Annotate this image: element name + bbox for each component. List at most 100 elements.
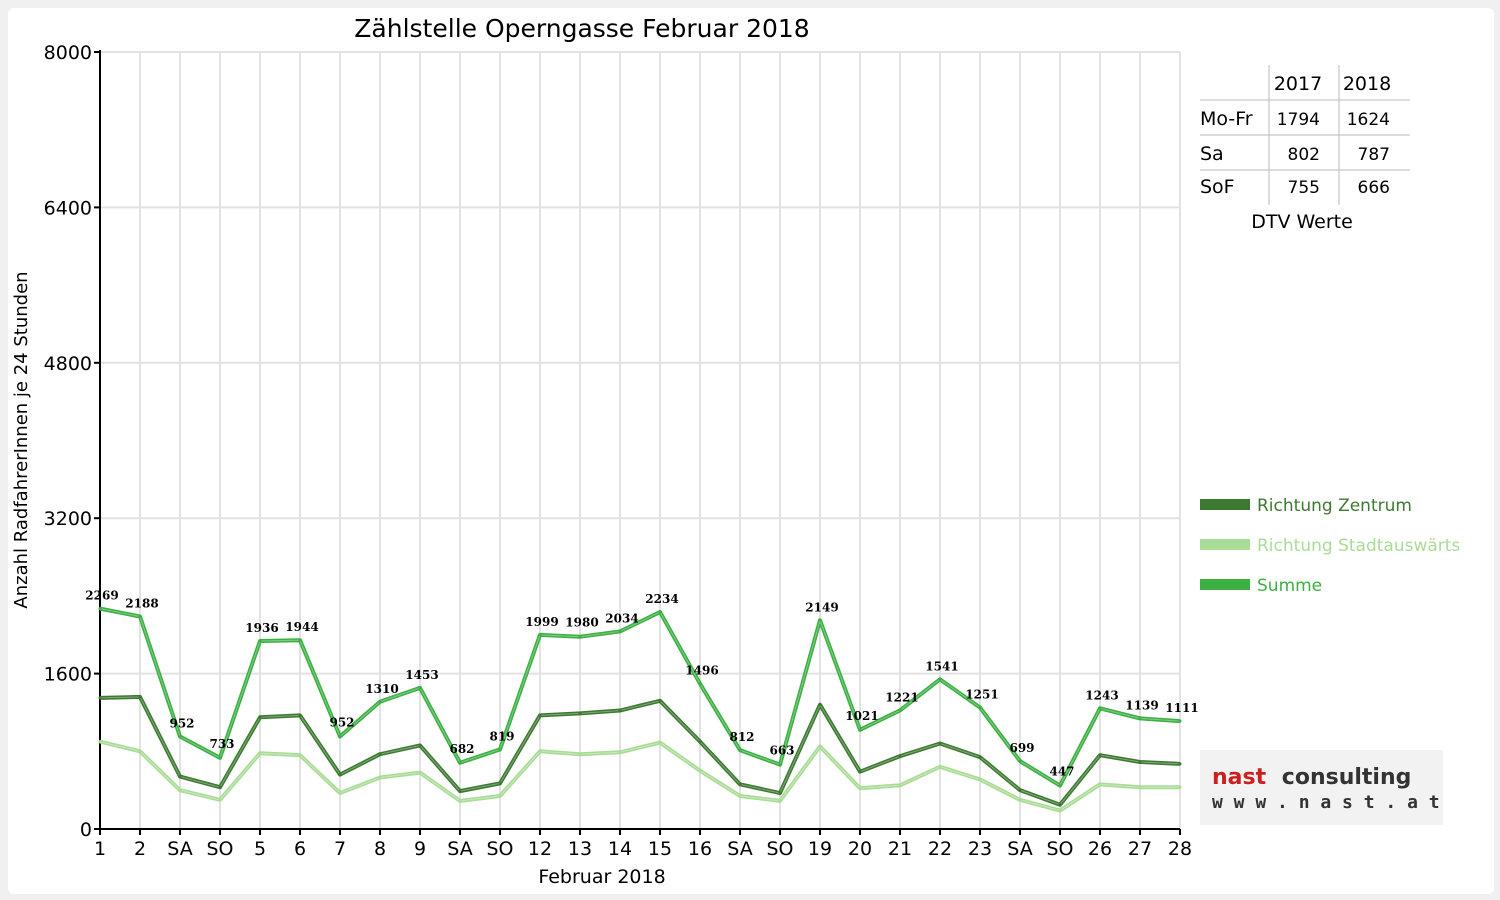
dtv-cell-2018: 787 (1358, 145, 1390, 165)
data-label: 952 (169, 717, 194, 731)
data-point (538, 749, 542, 753)
axes (99, 50, 1180, 830)
data-label: 1453 (405, 668, 438, 682)
x-tick-label: SA (167, 838, 192, 860)
data-point (418, 771, 422, 775)
data-point (338, 773, 342, 777)
x-tick-label: 5 (254, 838, 266, 860)
data-label: 1541 (925, 659, 958, 673)
dtv-table: 2017 2018 Mo-Fr 1794 1624 Sa 802 787 SoF… (1200, 65, 1410, 233)
x-tick-label: 14 (608, 838, 632, 860)
data-label: 447 (1049, 765, 1074, 779)
x-tick-label: SO (1046, 838, 1073, 860)
legend-swatch (1200, 539, 1250, 550)
y-tick-label: 1600 (44, 664, 92, 686)
dtv-cell-2017: 755 (1288, 178, 1320, 198)
data-point (218, 756, 222, 760)
data-point (578, 635, 582, 639)
data-label: 663 (769, 744, 794, 758)
data-point (1178, 762, 1182, 766)
x-tick-label: SA (1007, 838, 1032, 860)
data-point (138, 695, 142, 699)
data-point (578, 752, 582, 756)
data-point (818, 618, 822, 622)
data-label: 2234 (645, 592, 678, 606)
x-tick-label: 6 (294, 838, 306, 860)
data-point (298, 638, 302, 642)
data-label: 1936 (245, 621, 278, 635)
data-point (938, 742, 942, 746)
data-point (378, 752, 382, 756)
y-tick-label: 0 (80, 819, 92, 841)
data-point (458, 761, 462, 765)
series-line (99, 606, 1181, 788)
data-point (1138, 760, 1142, 764)
data-point (1058, 803, 1062, 807)
data-point (498, 781, 502, 785)
data-point (98, 696, 102, 700)
x-axis-label: Februar 2018 (538, 866, 665, 888)
data-point (1058, 809, 1062, 813)
data-label: 1139 (1125, 698, 1158, 712)
x-tick-label: 7 (334, 838, 346, 860)
logo-background (1200, 750, 1443, 825)
data-point (858, 728, 862, 732)
data-point (378, 700, 382, 704)
data-point (898, 754, 902, 758)
series-line-highlight (99, 741, 1180, 812)
x-tick-label: 13 (568, 838, 592, 860)
data-point (658, 741, 662, 745)
data-label: 2034 (605, 611, 638, 625)
data-point (738, 782, 742, 786)
data-point (658, 699, 662, 703)
data-point (178, 788, 182, 792)
data-label: 1111 (1165, 701, 1198, 715)
data-labels: 2269 2188 952 733 1936 1944 952 1310 1453 682 819 1… (85, 589, 1198, 779)
data-label: 819 (489, 729, 514, 743)
series-line-highlight (99, 696, 1181, 806)
x-tick-label: SA (727, 838, 752, 860)
data-point (858, 770, 862, 774)
data-point (778, 799, 782, 803)
data-point (458, 789, 462, 793)
chart-title: Zählstelle Operngasse Februar 2018 (354, 14, 809, 43)
data-point (538, 633, 542, 637)
x-tick-label: SO (206, 838, 233, 860)
x-tick-label: 28 (1168, 838, 1192, 860)
x-tick-label: 1 (94, 838, 106, 860)
logo-wordmark: nast consulting (1212, 765, 1411, 790)
dtv-row-label: Mo-Fr (1200, 108, 1253, 130)
dtv-cell-2017: 802 (1288, 145, 1320, 165)
data-point (138, 614, 142, 618)
data-label: 2269 (85, 589, 118, 603)
data-point (1178, 785, 1182, 789)
data-point (1018, 798, 1022, 802)
data-point (698, 740, 702, 744)
legend-entry: Richtung Stadtauswärts (1257, 536, 1460, 556)
data-point (738, 794, 742, 798)
data-point (1138, 785, 1142, 789)
logo-url: w w w . n a s t . a t (1212, 792, 1440, 813)
x-tick-label: SO (486, 838, 513, 860)
data-label: 1221 (885, 690, 918, 704)
x-tick-label: 26 (1088, 838, 1112, 860)
dtv-row-label: Sa (1200, 143, 1224, 165)
data-point (618, 709, 622, 713)
x-tick-label: 21 (888, 838, 912, 860)
data-point (898, 783, 902, 787)
data-label: 2149 (805, 600, 838, 614)
data-point (778, 791, 782, 795)
dtv-caption: DTV Werte (1251, 211, 1353, 233)
data-label: 1243 (1085, 688, 1118, 702)
data-point (538, 713, 542, 717)
x-tick-label: SO (766, 838, 793, 860)
data-label: 1251 (965, 687, 998, 701)
series-line-highlight (99, 608, 1181, 787)
y-tick-label: 3200 (44, 508, 92, 530)
x-tick-label: 23 (968, 838, 992, 860)
data-point (1018, 788, 1022, 792)
x-tick-labels: 1 2 SA SO 5 6 7 8 9 SA SO 12 13 14 15 16 SA SO 19 20 21 22 23 S… (94, 829, 1192, 860)
logo: nast consulting w w w . n a s t . a t (1200, 750, 1443, 825)
